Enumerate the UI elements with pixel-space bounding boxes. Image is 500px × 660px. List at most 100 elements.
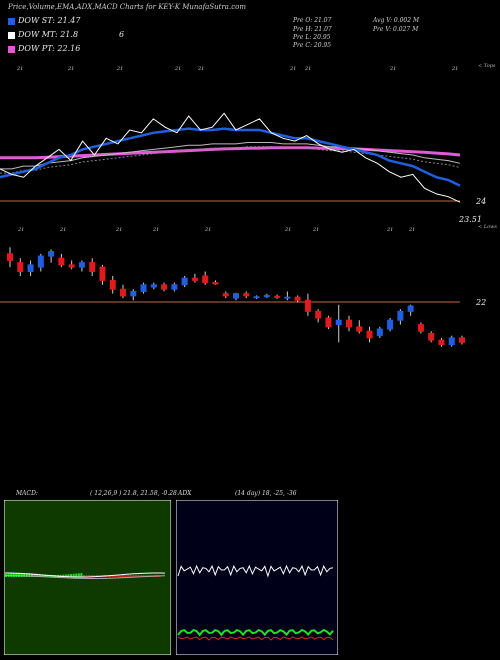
candle-body: [212, 282, 219, 285]
price-label-23-51: 23.51: [459, 215, 482, 224]
candle-body: [89, 262, 96, 273]
ema-mt-shadow-line: [0, 146, 461, 174]
candle-body: [438, 339, 445, 346]
candle-body: [294, 296, 301, 301]
candle-body: [304, 299, 311, 312]
candle-body: [7, 253, 13, 261]
candle-body: [428, 332, 435, 341]
legend-swatch-pt: [8, 46, 15, 53]
macd-histogram-bar: [93, 575, 96, 577]
macd-histogram-bar: [23, 573, 26, 577]
prev-high: Pre H: 21.07: [293, 26, 332, 33]
macd-panel: [4, 500, 171, 655]
macd-histogram-bar: [75, 573, 78, 577]
prev-low: Pre L: 20.95: [293, 34, 331, 41]
lower-date-label: 21: [115, 227, 122, 233]
macd-histogram-bar: [132, 575, 135, 577]
macd-histogram-bar: [90, 575, 93, 577]
candle-body: [448, 337, 455, 346]
macd-histogram-bar: [25, 573, 28, 577]
avg-volume: Avg V: 0.002 M: [373, 17, 420, 24]
candle-body: [376, 328, 383, 337]
macd-histogram-bar: [41, 574, 44, 577]
macd-histogram-bar: [114, 575, 117, 577]
upper-date-label: 21: [197, 66, 204, 72]
candle-body: [222, 293, 229, 297]
macd-histogram-bar: [72, 573, 75, 577]
prev-open: Pre O: 21.07: [293, 17, 332, 24]
macd-histogram-bar: [62, 574, 65, 577]
legend-swatch-mt: [8, 32, 15, 39]
macd-histogram-bar: [122, 575, 124, 577]
adx-line: [177, 564, 334, 578]
lower-date-label: 21: [152, 227, 159, 233]
adx-plus-di-line: [177, 628, 334, 637]
prev-volume: Pre V: 0.027 M: [373, 26, 419, 33]
candle-body: [109, 279, 116, 290]
ema-mt-line: [0, 142, 461, 170]
adx-minus-di-line: [177, 636, 334, 641]
candle-body: [17, 262, 24, 273]
adx-title: ADX: [178, 490, 192, 497]
macd-histogram-bar: [28, 573, 31, 577]
macd-histogram-bar: [20, 573, 23, 577]
upper-date-label: 21: [174, 66, 181, 72]
macd-histogram-bar: [140, 575, 143, 577]
legend-extra: 6: [119, 30, 125, 39]
macd-histogram-bar: [15, 573, 18, 577]
candle-body: [48, 251, 55, 257]
candle-body: [27, 264, 34, 273]
side-label-tops: < Tops: [478, 63, 496, 69]
macd-title: MACD:: [16, 490, 38, 497]
candle-body: [191, 277, 198, 281]
candle-body: [150, 284, 157, 288]
macd-histogram-bar: [135, 575, 137, 577]
macd-histogram-bar: [142, 575, 145, 577]
lower-date-label: 21: [408, 227, 415, 233]
macd-histogram-bar: [111, 575, 114, 577]
candle-body: [120, 288, 126, 297]
adx-background: [176, 500, 338, 655]
macd-params: ( 12,26,9 ) 21.8, 21.58, -0.28: [90, 490, 177, 497]
macd-background: [4, 500, 171, 655]
upper-date-label: 21: [289, 66, 296, 72]
candle-body: [263, 294, 270, 298]
ema-st-line: [0, 127, 461, 187]
ema-pt-line: [0, 146, 461, 160]
candle-body: [387, 319, 394, 330]
candle-body: [366, 330, 373, 339]
macd-histogram-bar: [36, 573, 39, 577]
upper-date-label: 21: [389, 66, 396, 72]
upper-date-label: 21: [451, 66, 458, 72]
macd-histogram-bar: [85, 575, 88, 577]
candle-body: [253, 296, 260, 299]
price-label-22: 22: [476, 298, 487, 307]
macd-histogram-bar: [77, 573, 80, 577]
macd-histogram-bar: [33, 573, 36, 577]
candle-body: [335, 319, 342, 326]
lower-date-label: 21: [284, 227, 291, 233]
macd-histogram-bar: [83, 575, 85, 577]
candle-body: [181, 277, 188, 286]
close-price-line: [0, 112, 461, 203]
adx-panel: [176, 500, 338, 655]
upper-date-label: 21: [67, 66, 74, 72]
candle-body: [417, 324, 424, 332]
macd-histogram-bar: [64, 574, 67, 577]
candle-body: [130, 290, 137, 297]
macd-histogram-bar: [124, 575, 127, 577]
adx-params: (14 day) 18, -25, -36: [235, 490, 297, 497]
macd-histogram-bar: [80, 573, 83, 577]
legend-dow-pt: DOW PT: 22.16: [18, 44, 81, 53]
candle-body: [407, 305, 414, 312]
candle-body: [315, 310, 322, 319]
lower-date-label: 21: [386, 227, 393, 233]
macd-histogram-bar: [44, 574, 46, 577]
chart-title: Price,Volume,EMA,ADX,MACD Charts for KEY…: [8, 3, 246, 11]
candle-body: [356, 326, 363, 332]
candle-body: [171, 284, 178, 290]
price-ema-chart: 21 21 21 21 21 21 21 21 21 21 21 21 21 21 21 21 21 21: [0, 66, 465, 347]
candle-body: [78, 262, 85, 268]
macd-histogram-bar: [127, 575, 130, 577]
macd-histogram-bar: [70, 574, 72, 577]
